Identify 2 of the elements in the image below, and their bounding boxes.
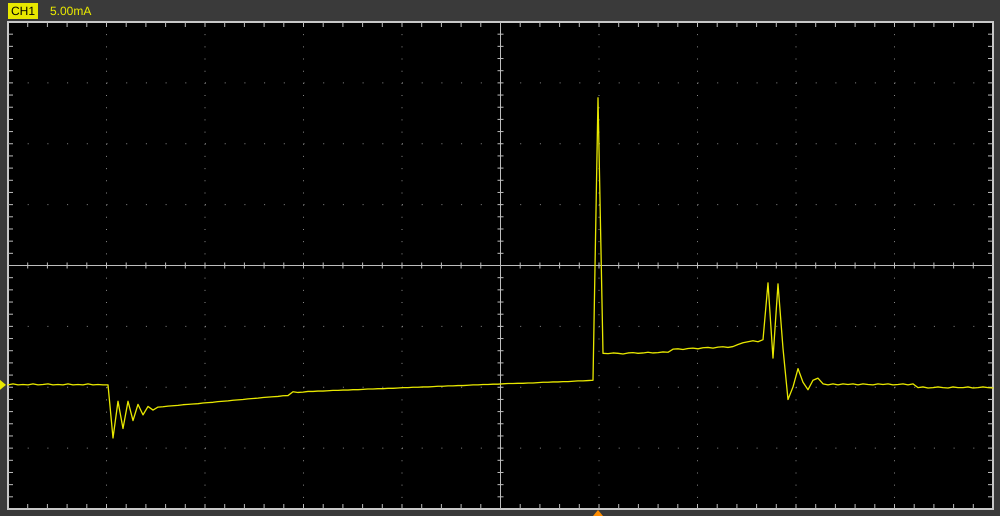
text: CH1 (10, 4, 36, 18)
text: 5.00mA (50, 4, 92, 18)
